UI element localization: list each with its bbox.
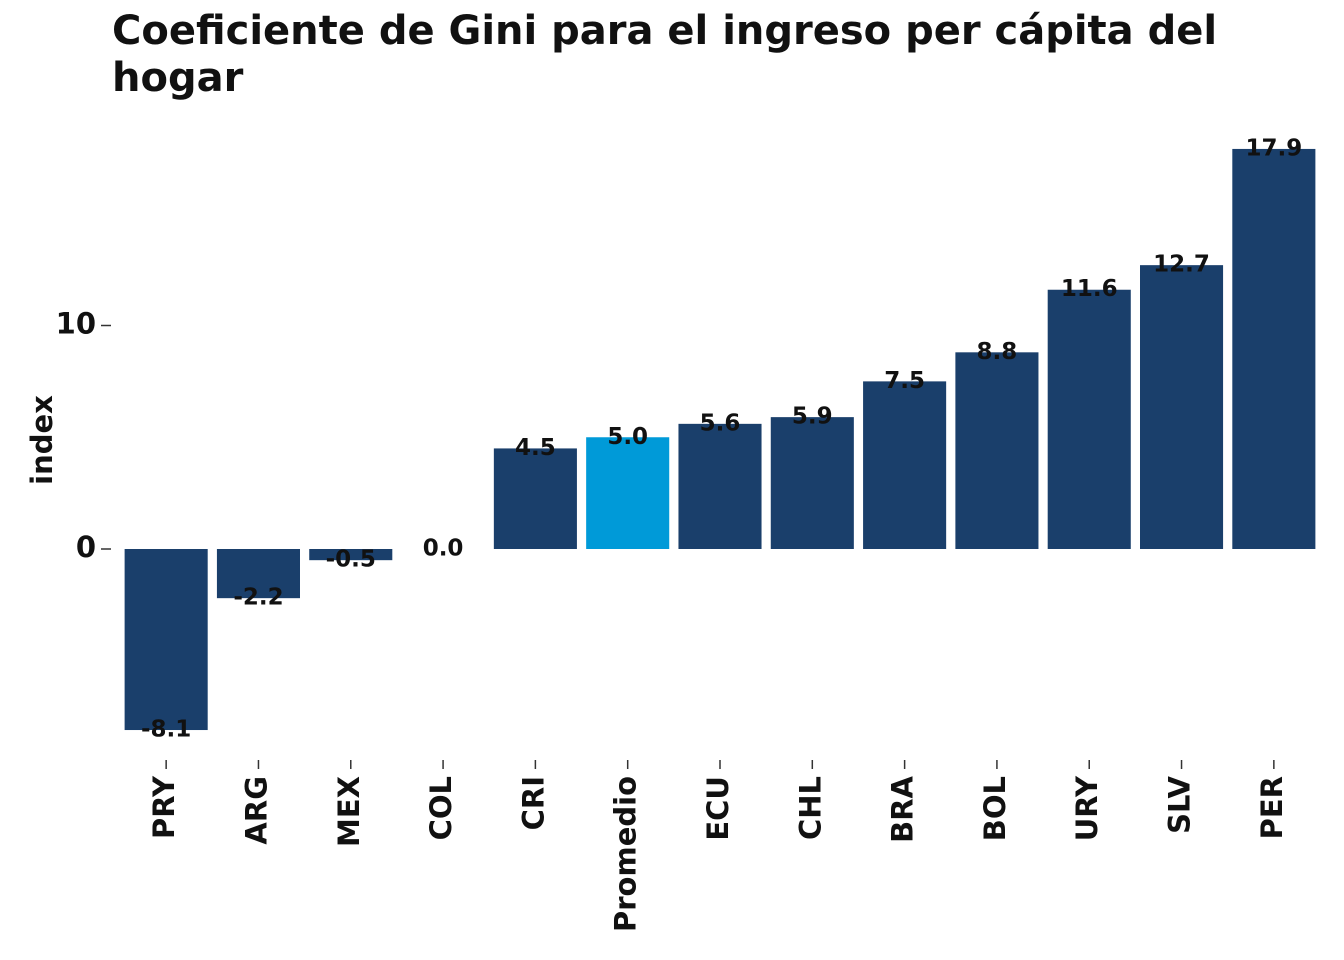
y-axis: 0 10 xyxy=(56,307,111,564)
x-tick-label-ecu: ECU xyxy=(701,776,735,841)
value-label: 5.9 xyxy=(792,404,833,430)
y-tick-label: 10 xyxy=(56,307,96,341)
value-label: 12.7 xyxy=(1153,252,1210,278)
value-label: 5.6 xyxy=(700,410,741,436)
bar-ecu xyxy=(678,423,762,549)
value-label: 5.0 xyxy=(607,424,648,450)
value-label: 7.5 xyxy=(884,368,925,394)
bars xyxy=(124,148,1316,731)
x-tick-label-promedio: Promedio xyxy=(609,776,643,932)
y-tick-label: 0 xyxy=(76,530,96,564)
x-tick-label-mex: MEX xyxy=(332,776,366,847)
x-tick-label-bol: BOL xyxy=(978,776,1012,841)
bar-pry xyxy=(124,549,208,731)
bar-bra xyxy=(863,381,947,549)
value-label: 4.5 xyxy=(515,435,556,461)
bar-ury xyxy=(1047,289,1131,549)
x-tick-label-ury: URY xyxy=(1070,775,1104,841)
chart-title: Coeficiente de Gini para el ingreso per … xyxy=(112,8,1218,101)
x-tick-label-arg: ARG xyxy=(239,776,273,845)
bar-promedio xyxy=(586,437,670,549)
x-axis: PRY ARG MEX COL CRI Promedio ECU CHL BRA BOL URY SL… xyxy=(147,760,1289,932)
value-label: 0.0 xyxy=(423,536,464,562)
value-label: 8.8 xyxy=(977,339,1018,365)
bar-bol xyxy=(955,352,1039,549)
value-label: 17.9 xyxy=(1245,135,1302,161)
value-labels: -8.1 -2.2 -0.5 0.0 4.5 5.0 5.6 5.9 7.5 8.8 11.6 12.… xyxy=(141,135,1302,742)
bar-slv xyxy=(1140,265,1224,549)
value-label: 11.6 xyxy=(1061,276,1118,302)
y-axis-label: index xyxy=(25,395,59,485)
x-tick-label-bra: BRA xyxy=(886,775,920,842)
x-tick-label-per: PER xyxy=(1255,776,1289,839)
bar-cri xyxy=(493,448,577,549)
x-tick-label-chl: CHL xyxy=(793,776,827,840)
value-label: -8.1 xyxy=(141,717,191,743)
bar-chl xyxy=(770,417,854,549)
bar-arg xyxy=(216,549,300,599)
bar-mex xyxy=(309,549,393,561)
value-label: -0.5 xyxy=(326,547,376,573)
x-tick-label-col: COL xyxy=(424,776,458,840)
x-tick-label-slv: SLV xyxy=(1163,775,1197,833)
x-tick-label-pry: PRY xyxy=(147,775,181,839)
bar-per xyxy=(1232,148,1316,549)
value-label: -2.2 xyxy=(233,585,283,611)
x-tick-label-cri: CRI xyxy=(516,776,550,830)
